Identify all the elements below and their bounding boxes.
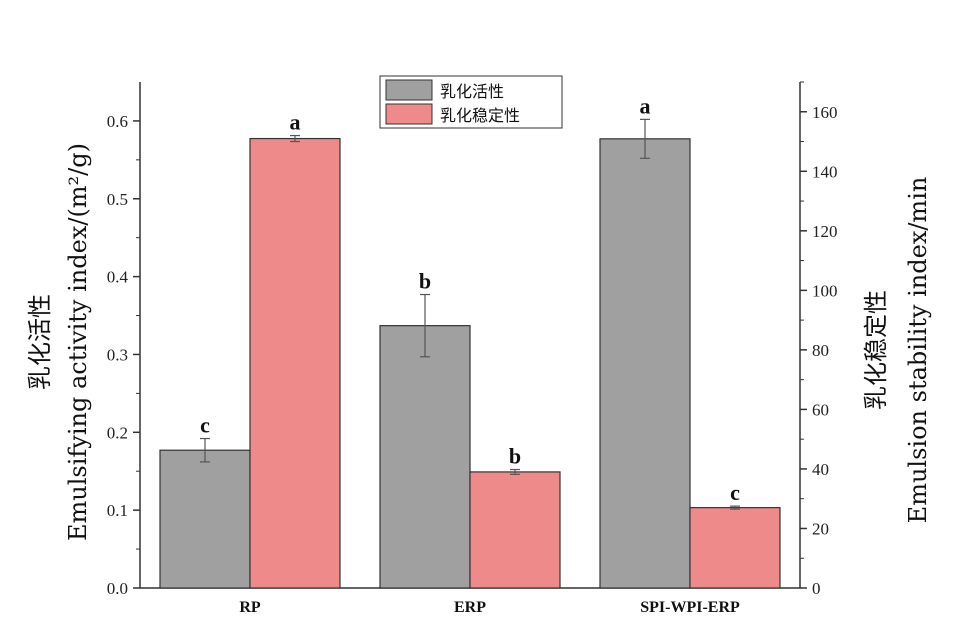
right-tick-label: 60 xyxy=(812,400,829,419)
left-tick-label: 0.6 xyxy=(107,112,128,131)
left-tick-label: 0.0 xyxy=(107,579,128,598)
category-label: ERP xyxy=(454,599,486,616)
right-axis-title-en: Emulsion stability index/min xyxy=(904,177,932,524)
right-tick-label: 20 xyxy=(812,519,829,538)
left-axis-ticks: 0.0 0.1 0.2 0.3 0.4 0.5 0.6 xyxy=(107,112,140,598)
category-label: SPI-WPI-ERP xyxy=(640,599,740,616)
left-axis-title-en: Emulsifying activity index/(m²/g) xyxy=(64,143,92,541)
left-tick-label: 0.4 xyxy=(107,268,129,287)
left-tick-label: 0.3 xyxy=(107,345,128,364)
legend-swatch-stability xyxy=(385,103,433,125)
left-axis-title-cn: 乳化活性 xyxy=(26,294,54,390)
left-tick-label: 0.1 xyxy=(107,501,128,520)
right-tick-label: 0 xyxy=(812,579,821,598)
right-tick-label: 140 xyxy=(812,162,838,181)
category-label: RP xyxy=(239,599,261,616)
left-tick-label: 0.5 xyxy=(107,190,128,209)
right-axis-ticks: 0 20 40 60 80 100 120 140 160 xyxy=(800,81,838,598)
bar-activity xyxy=(379,325,471,589)
bar-activity xyxy=(159,449,251,589)
left-tick-label: 0.2 xyxy=(107,423,128,442)
significance-letter: b xyxy=(509,444,521,469)
bars-layer: c a b b a c xyxy=(159,93,781,589)
right-tick-label: 40 xyxy=(812,460,829,479)
significance-letter: c xyxy=(200,413,210,438)
right-tick-label: 100 xyxy=(812,281,838,300)
right-axis-title-cn: 乳化稳定性 xyxy=(862,290,890,410)
legend: 乳化活性 乳化稳定性 xyxy=(379,75,563,129)
bar-activity xyxy=(599,138,691,589)
legend-swatch-activity xyxy=(385,79,433,101)
significance-letter: a xyxy=(290,110,301,135)
right-tick-label: 160 xyxy=(812,103,838,122)
right-tick-label: 80 xyxy=(812,341,829,360)
right-tick-label: 120 xyxy=(812,222,838,241)
significance-letter: b xyxy=(419,269,431,294)
significance-letter: a xyxy=(640,93,651,118)
category-labels: RP ERP SPI-WPI-ERP xyxy=(239,599,740,616)
bar-stability xyxy=(249,137,341,589)
bar-stability xyxy=(469,471,561,589)
bar-stability xyxy=(689,507,781,589)
legend-label-activity: 乳化活性 xyxy=(440,82,504,101)
significance-letter: c xyxy=(730,480,740,505)
legend-label-stability: 乳化稳定性 xyxy=(440,106,520,125)
